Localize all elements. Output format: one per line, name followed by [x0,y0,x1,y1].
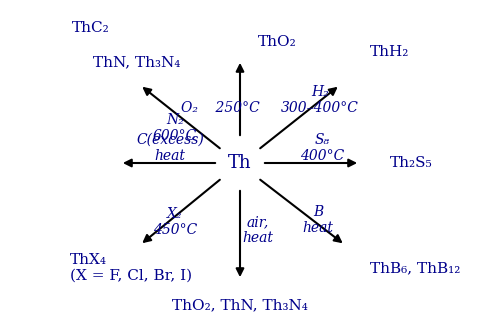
Text: ThX₄
(X = F, Cl, Br, I): ThX₄ (X = F, Cl, Br, I) [70,253,192,283]
Text: ThH₂: ThH₂ [370,45,409,59]
Text: ThN, Th₃N₄: ThN, Th₃N₄ [93,55,180,69]
Text: B
heat: B heat [302,205,334,235]
Text: ThB₆, ThB₁₂: ThB₆, ThB₁₂ [370,261,460,275]
Text: S₈
400°C: S₈ 400°C [300,133,344,163]
Text: Th₂S₅: Th₂S₅ [390,156,433,170]
Text: ThC₂: ThC₂ [72,21,110,35]
Text: air,
heat: air, heat [242,215,274,245]
Text: ThO₂: ThO₂ [258,35,297,49]
Text: H₂
300–400°C: H₂ 300–400°C [281,85,359,115]
Text: N₂
600°C: N₂ 600°C [153,113,197,143]
Text: C(excess)
heat: C(excess) heat [136,133,204,163]
Text: X₂
450°C: X₂ 450°C [153,207,197,237]
Text: O₂    250°C: O₂ 250°C [180,101,259,115]
Text: ThO₂, ThN, Th₃N₄: ThO₂, ThN, Th₃N₄ [172,298,308,312]
Text: Th: Th [228,154,252,172]
